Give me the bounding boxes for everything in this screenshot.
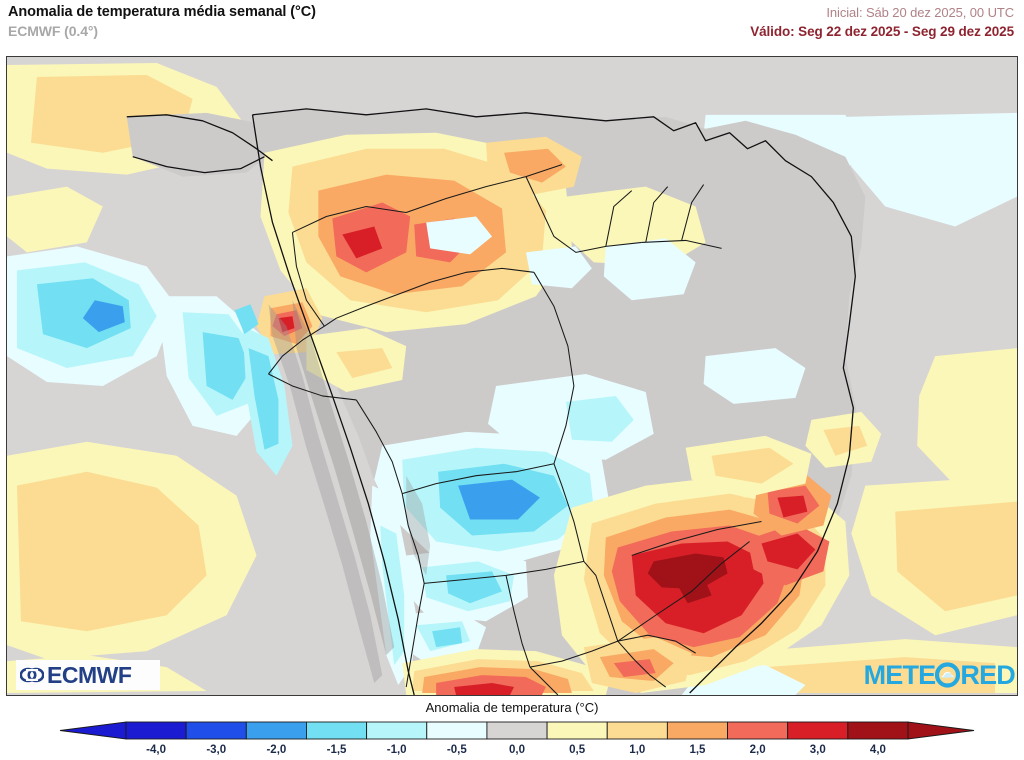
meteored-logo-text: METE RED bbox=[863, 659, 1016, 691]
colorbar-tick-label: -1,0 bbox=[387, 744, 407, 756]
colorbar-segments[interactable] bbox=[59, 721, 975, 740]
colorbar-tick-label: -3,0 bbox=[206, 744, 226, 756]
central-america-landmass bbox=[126, 112, 277, 177]
ecmwf-logo-text: ECMWF bbox=[47, 661, 132, 688]
colorbar-segment[interactable] bbox=[787, 721, 849, 740]
colorbar-tick-label: -2,0 bbox=[266, 744, 286, 756]
anomaly-map[interactable] bbox=[7, 57, 1017, 695]
colorbar-segment[interactable] bbox=[306, 721, 368, 740]
colorbar-tick-label: 0,0 bbox=[509, 744, 525, 756]
colorbar-tick-label: -0,5 bbox=[447, 744, 467, 756]
model-subtitle: ECMWF (0.4°) bbox=[8, 23, 98, 39]
coastline-layer bbox=[126, 108, 856, 695]
colorbar-segment[interactable] bbox=[426, 721, 488, 740]
page-title: Anomalia de temperatura média semanal (°… bbox=[8, 4, 316, 20]
colorbar-segment[interactable] bbox=[245, 721, 307, 740]
colorbar-tick-label: 4,0 bbox=[870, 744, 886, 756]
colorbar-segment[interactable] bbox=[666, 721, 728, 740]
colorbar-tick-label: 0,5 bbox=[569, 744, 586, 756]
colorbar[interactable]: -4,0 -3,0 -2,0 -1,5 -1,0 -0,5 0,0 0,5 1,0 1,5 2,0 3… bbox=[0, 718, 1024, 760]
colorbar-segment[interactable] bbox=[366, 721, 428, 740]
colorbar-tick-label: 1,0 bbox=[629, 744, 645, 756]
colorbar-caption: Anomalia de temperatura (°C) bbox=[425, 700, 599, 715]
meteored-cloud-icon bbox=[935, 662, 961, 688]
map-frame[interactable]: ECMWF METE RED bbox=[6, 56, 1018, 696]
colorbar-segment[interactable] bbox=[125, 721, 187, 740]
colorbar-under-arrow bbox=[59, 721, 127, 740]
colorbar-tick-labels: -4,0 -3,0 -2,0 -1,5 -1,0 -0,5 0,0 0,5 1,0 1,5 2,0 3… bbox=[146, 744, 886, 756]
meteored-logo-text-post: RED bbox=[960, 659, 1015, 690]
ecmwf-globe-icon bbox=[20, 667, 44, 683]
colorbar-svg[interactable]: -4,0 -3,0 -2,0 -1,5 -1,0 -0,5 0,0 0,5 1,0 1,5 2,0 3… bbox=[0, 718, 1024, 760]
meteored-logo: METE RED bbox=[863, 659, 1016, 691]
colorbar-tick-label: -4,0 bbox=[146, 744, 166, 756]
colorbar-tick-label: 2,0 bbox=[750, 744, 766, 756]
colorbar-segment[interactable] bbox=[486, 721, 548, 740]
colorbar-segment[interactable] bbox=[546, 721, 608, 740]
colorbar-segment[interactable] bbox=[606, 721, 668, 740]
colorbar-segment[interactable] bbox=[185, 721, 247, 740]
land-anomaly-field bbox=[234, 132, 882, 695]
colorbar-over-arrow bbox=[907, 721, 975, 740]
ecmwf-logo: ECMWF bbox=[16, 660, 160, 690]
title-block: Anomalia de temperatura média semanal (°… bbox=[8, 4, 316, 39]
colorbar-segment[interactable] bbox=[847, 721, 909, 740]
run-valid-text: Válido: Seg 22 dez 2025 - Seg 29 dez 202… bbox=[750, 24, 1014, 39]
meteored-logo-text-pre: METE bbox=[863, 659, 937, 690]
country-borders bbox=[268, 164, 762, 695]
colorbar-segment[interactable] bbox=[727, 721, 789, 740]
run-initial-text: Inicial: Sáb 20 dez 2025, 00 UTC bbox=[826, 5, 1014, 20]
header: Anomalia de temperatura média semanal (°… bbox=[0, 0, 1024, 52]
colorbar-tick-label: 3,0 bbox=[810, 744, 826, 756]
run-info-block: Inicial: Sáb 20 dez 2025, 00 UTC Válido:… bbox=[750, 5, 1014, 39]
relief-shading bbox=[268, 300, 431, 684]
colorbar-tick-label: -1,5 bbox=[327, 744, 347, 756]
colorbar-tick-label: 1,5 bbox=[689, 744, 706, 756]
